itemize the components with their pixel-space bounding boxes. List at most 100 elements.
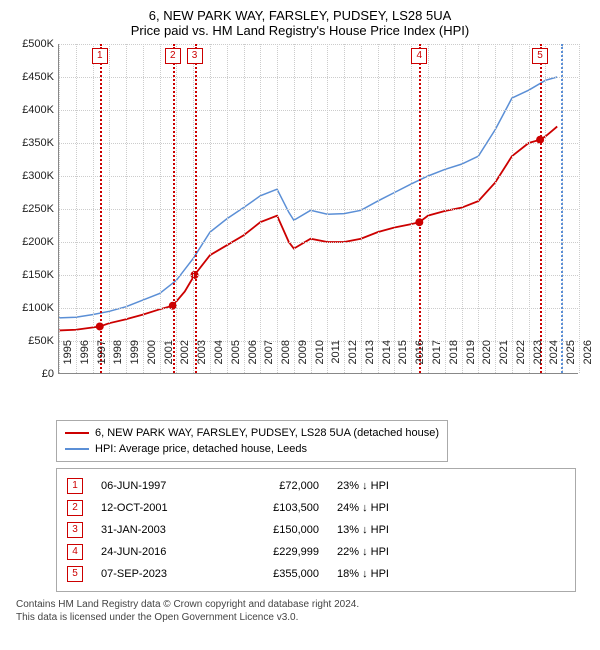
- y-axis-label: £250K: [22, 203, 54, 215]
- transaction-marker-badge: 1: [92, 48, 108, 64]
- gridline-v: [462, 44, 463, 373]
- hpi-end-marker-line: [561, 44, 563, 373]
- gridline-h: [59, 176, 578, 177]
- x-axis-label: 2006: [247, 340, 259, 380]
- x-axis-label: 2020: [481, 340, 493, 380]
- gridline-v: [579, 44, 580, 373]
- transaction-price: £229,999: [229, 541, 319, 563]
- x-axis-label: 2013: [364, 340, 376, 380]
- transaction-price: £150,000: [229, 519, 319, 541]
- x-axis-label: 2022: [515, 340, 527, 380]
- gridline-v: [176, 44, 177, 373]
- gridline-h: [59, 77, 578, 78]
- legend-label: 6, NEW PARK WAY, FARSLEY, PUDSEY, LS28 5…: [95, 425, 439, 441]
- footer-line-2: This data is licensed under the Open Gov…: [16, 611, 590, 624]
- legend-row: HPI: Average price, detached house, Leed…: [65, 441, 439, 457]
- x-axis-label: 2000: [146, 340, 158, 380]
- transaction-marker-line: [173, 44, 175, 373]
- gridline-v: [411, 44, 412, 373]
- transaction-row: 106-JUN-1997£72,00023% ↓ HPI: [67, 475, 565, 497]
- gridline-h: [59, 143, 578, 144]
- transaction-marker-line: [540, 44, 542, 373]
- gridline-v: [445, 44, 446, 373]
- gridline-v: [210, 44, 211, 373]
- chart-area: 12345 £0£50K£100K£150K£200K£250K£300K£35…: [10, 44, 590, 414]
- x-axis-label: 2015: [397, 340, 409, 380]
- gridline-h: [59, 275, 578, 276]
- footer-text: Contains HM Land Registry data © Crown c…: [16, 598, 590, 624]
- x-axis-label: 2017: [431, 340, 443, 380]
- plot-area: 12345: [58, 44, 578, 374]
- transaction-date: 07-SEP-2023: [101, 563, 211, 585]
- transaction-badge: 5: [67, 566, 83, 582]
- gridline-v: [93, 44, 94, 373]
- transaction-badge: 4: [67, 544, 83, 560]
- gridline-v: [59, 44, 60, 373]
- gridline-v: [277, 44, 278, 373]
- transaction-marker-badge: 4: [411, 48, 427, 64]
- x-axis-label: 2026: [582, 340, 594, 380]
- gridline-h: [59, 209, 578, 210]
- transaction-row: 212-OCT-2001£103,50024% ↓ HPI: [67, 497, 565, 519]
- gridline-v: [344, 44, 345, 373]
- x-axis-label: 2001: [163, 340, 175, 380]
- y-axis-label: £350K: [22, 137, 54, 149]
- gridline-v: [378, 44, 379, 373]
- gridline-v: [126, 44, 127, 373]
- transaction-diff: 18% ↓ HPI: [337, 563, 447, 585]
- x-axis-label: 1995: [62, 340, 74, 380]
- y-axis-label: £500K: [22, 38, 54, 50]
- gridline-h: [59, 44, 578, 45]
- x-axis-label: 2005: [230, 340, 242, 380]
- transaction-price: £103,500: [229, 497, 319, 519]
- transaction-diff: 22% ↓ HPI: [337, 541, 447, 563]
- y-axis-label: £0: [42, 368, 54, 380]
- transaction-marker-badge: 2: [165, 48, 181, 64]
- gridline-v: [227, 44, 228, 373]
- x-axis-label: 2025: [565, 340, 577, 380]
- legend-swatch: [65, 432, 89, 434]
- chart-subtitle: Price paid vs. HM Land Registry's House …: [10, 23, 590, 38]
- transaction-marker-line: [419, 44, 421, 373]
- x-axis-label: 2024: [548, 340, 560, 380]
- gridline-v: [428, 44, 429, 373]
- transaction-date: 31-JAN-2003: [101, 519, 211, 541]
- x-axis-label: 2023: [532, 340, 544, 380]
- transaction-row: 4 24-JUN-2016 £229,999 22% ↓ HPI: [67, 541, 565, 563]
- transaction-date: 24-JUN-2016: [101, 541, 211, 563]
- y-axis-label: £100K: [22, 302, 54, 314]
- gridline-v: [160, 44, 161, 373]
- x-axis-label: 2011: [330, 340, 342, 380]
- y-axis-label: £200K: [22, 236, 54, 248]
- gridline-v: [109, 44, 110, 373]
- transaction-diff: 23% ↓ HPI: [337, 475, 447, 497]
- transaction-marker-line: [100, 44, 102, 373]
- gridline-v: [545, 44, 546, 373]
- x-axis-label: 2018: [448, 340, 460, 380]
- x-axis-label: 1997: [96, 340, 108, 380]
- x-axis-label: 2012: [347, 340, 359, 380]
- x-axis-label: 1996: [79, 340, 91, 380]
- x-axis-label: 2002: [179, 340, 191, 380]
- gridline-v: [478, 44, 479, 373]
- transaction-row: 507-SEP-2023£355,00018% ↓ HPI: [67, 563, 565, 585]
- x-axis-label: 2003: [196, 340, 208, 380]
- y-axis-label: £150K: [22, 269, 54, 281]
- gridline-v: [294, 44, 295, 373]
- transaction-price: £72,000: [229, 475, 319, 497]
- legend-swatch: [65, 448, 89, 450]
- x-axis-label: 2004: [213, 340, 225, 380]
- transaction-row: 331-JAN-2003£150,00013% ↓ HPI: [67, 519, 565, 541]
- x-axis-label: 2014: [381, 340, 393, 380]
- gridline-v: [311, 44, 312, 373]
- gridline-h: [59, 110, 578, 111]
- y-axis-label: £300K: [22, 170, 54, 182]
- transaction-marker-line: [195, 44, 197, 373]
- x-axis-label: 2007: [263, 340, 275, 380]
- gridline-v: [361, 44, 362, 373]
- x-axis-label: 2019: [465, 340, 477, 380]
- gridline-v: [529, 44, 530, 373]
- gridline-v: [394, 44, 395, 373]
- y-axis-label: £50K: [28, 335, 54, 347]
- gridline-v: [143, 44, 144, 373]
